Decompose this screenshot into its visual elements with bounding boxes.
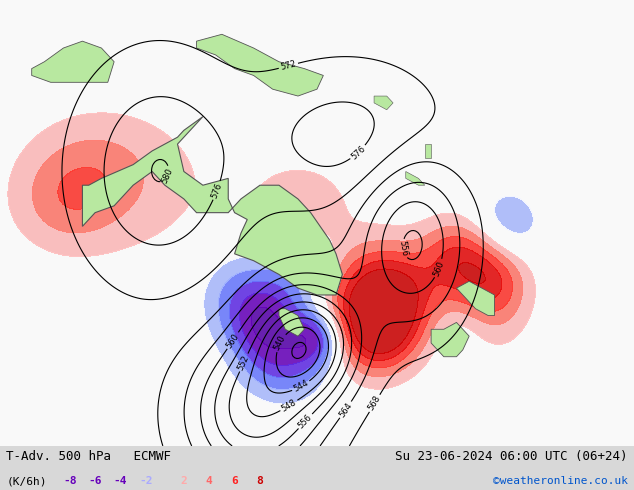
Text: ©weatheronline.co.uk: ©weatheronline.co.uk xyxy=(493,476,628,486)
Text: 556: 556 xyxy=(398,240,409,257)
Text: 560: 560 xyxy=(224,332,241,350)
Text: (K/6h): (K/6h) xyxy=(6,476,47,486)
Text: 568: 568 xyxy=(366,394,382,413)
Polygon shape xyxy=(406,172,425,185)
Text: 4: 4 xyxy=(206,476,212,486)
Polygon shape xyxy=(374,96,393,110)
Text: 576: 576 xyxy=(210,181,224,199)
Polygon shape xyxy=(82,117,342,295)
Text: 8: 8 xyxy=(257,476,263,486)
Text: 580: 580 xyxy=(160,167,175,185)
Text: 556: 556 xyxy=(297,413,314,430)
Polygon shape xyxy=(32,41,114,82)
Text: Su 23-06-2024 06:00 UTC (06+24): Su 23-06-2024 06:00 UTC (06+24) xyxy=(395,450,628,464)
Text: 548: 548 xyxy=(280,397,298,414)
Text: 6: 6 xyxy=(231,476,238,486)
Polygon shape xyxy=(425,144,431,158)
Text: -2: -2 xyxy=(139,476,153,486)
Text: 572: 572 xyxy=(280,59,297,72)
Polygon shape xyxy=(197,34,323,96)
Text: 540: 540 xyxy=(273,334,288,352)
Text: 552: 552 xyxy=(236,353,251,371)
Text: -6: -6 xyxy=(88,476,102,486)
Polygon shape xyxy=(456,281,495,316)
Text: 544: 544 xyxy=(292,379,310,394)
Text: 2: 2 xyxy=(181,476,187,486)
Text: -4: -4 xyxy=(113,476,127,486)
Text: 576: 576 xyxy=(349,144,367,161)
Text: 560: 560 xyxy=(432,259,446,277)
Polygon shape xyxy=(279,309,304,336)
Text: 564: 564 xyxy=(337,401,354,419)
Polygon shape xyxy=(431,322,469,357)
Text: T-Adv. 500 hPa   ECMWF: T-Adv. 500 hPa ECMWF xyxy=(6,450,171,464)
Text: -8: -8 xyxy=(63,476,77,486)
